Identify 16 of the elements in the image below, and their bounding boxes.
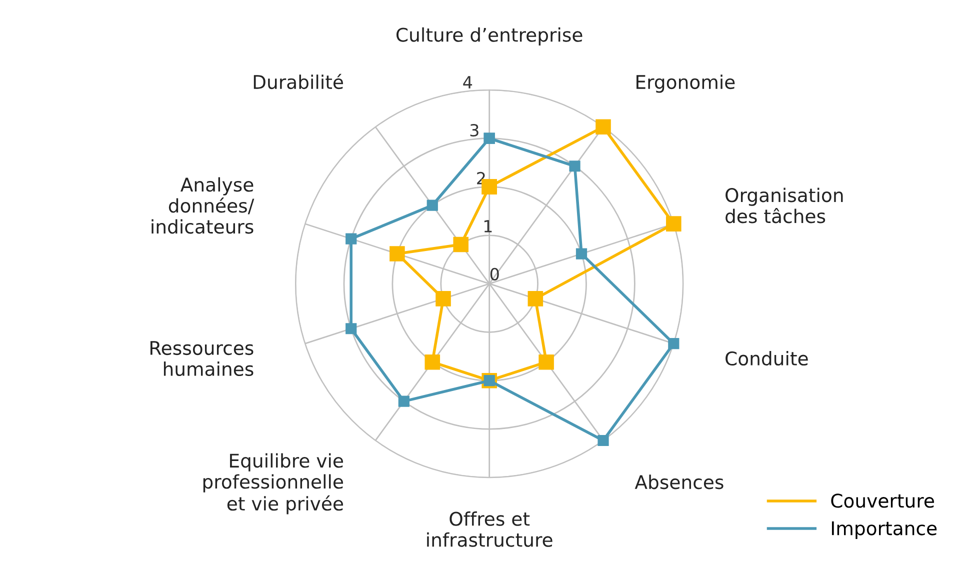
spoke-label: Culture d’entreprise xyxy=(396,27,582,46)
spoke-label: Analyse données/ indicateurs xyxy=(152,177,254,234)
spoke-label: Ergonomie xyxy=(636,74,735,93)
spoke-label: Durabilité xyxy=(254,74,344,90)
y-tick-label: 0 xyxy=(490,268,499,280)
spoke-label: Offres et infrastructure xyxy=(427,511,552,547)
y-tick-label: 3 xyxy=(470,124,478,137)
legend-label: Importance xyxy=(832,521,937,539)
spoke-label: Organisation des tâches xyxy=(726,188,843,224)
spoke-label: Conduite xyxy=(726,351,808,366)
spoke-label: Equilibre vie professionnelle et vie privée xyxy=(203,453,343,514)
y-tick-label: 1 xyxy=(484,220,492,232)
spoke-label: Absences xyxy=(634,474,724,490)
y-tick-label: 4 xyxy=(463,76,472,88)
legend-label: Couverture xyxy=(831,494,934,508)
spoke-label: Ressources humaines xyxy=(150,341,254,376)
